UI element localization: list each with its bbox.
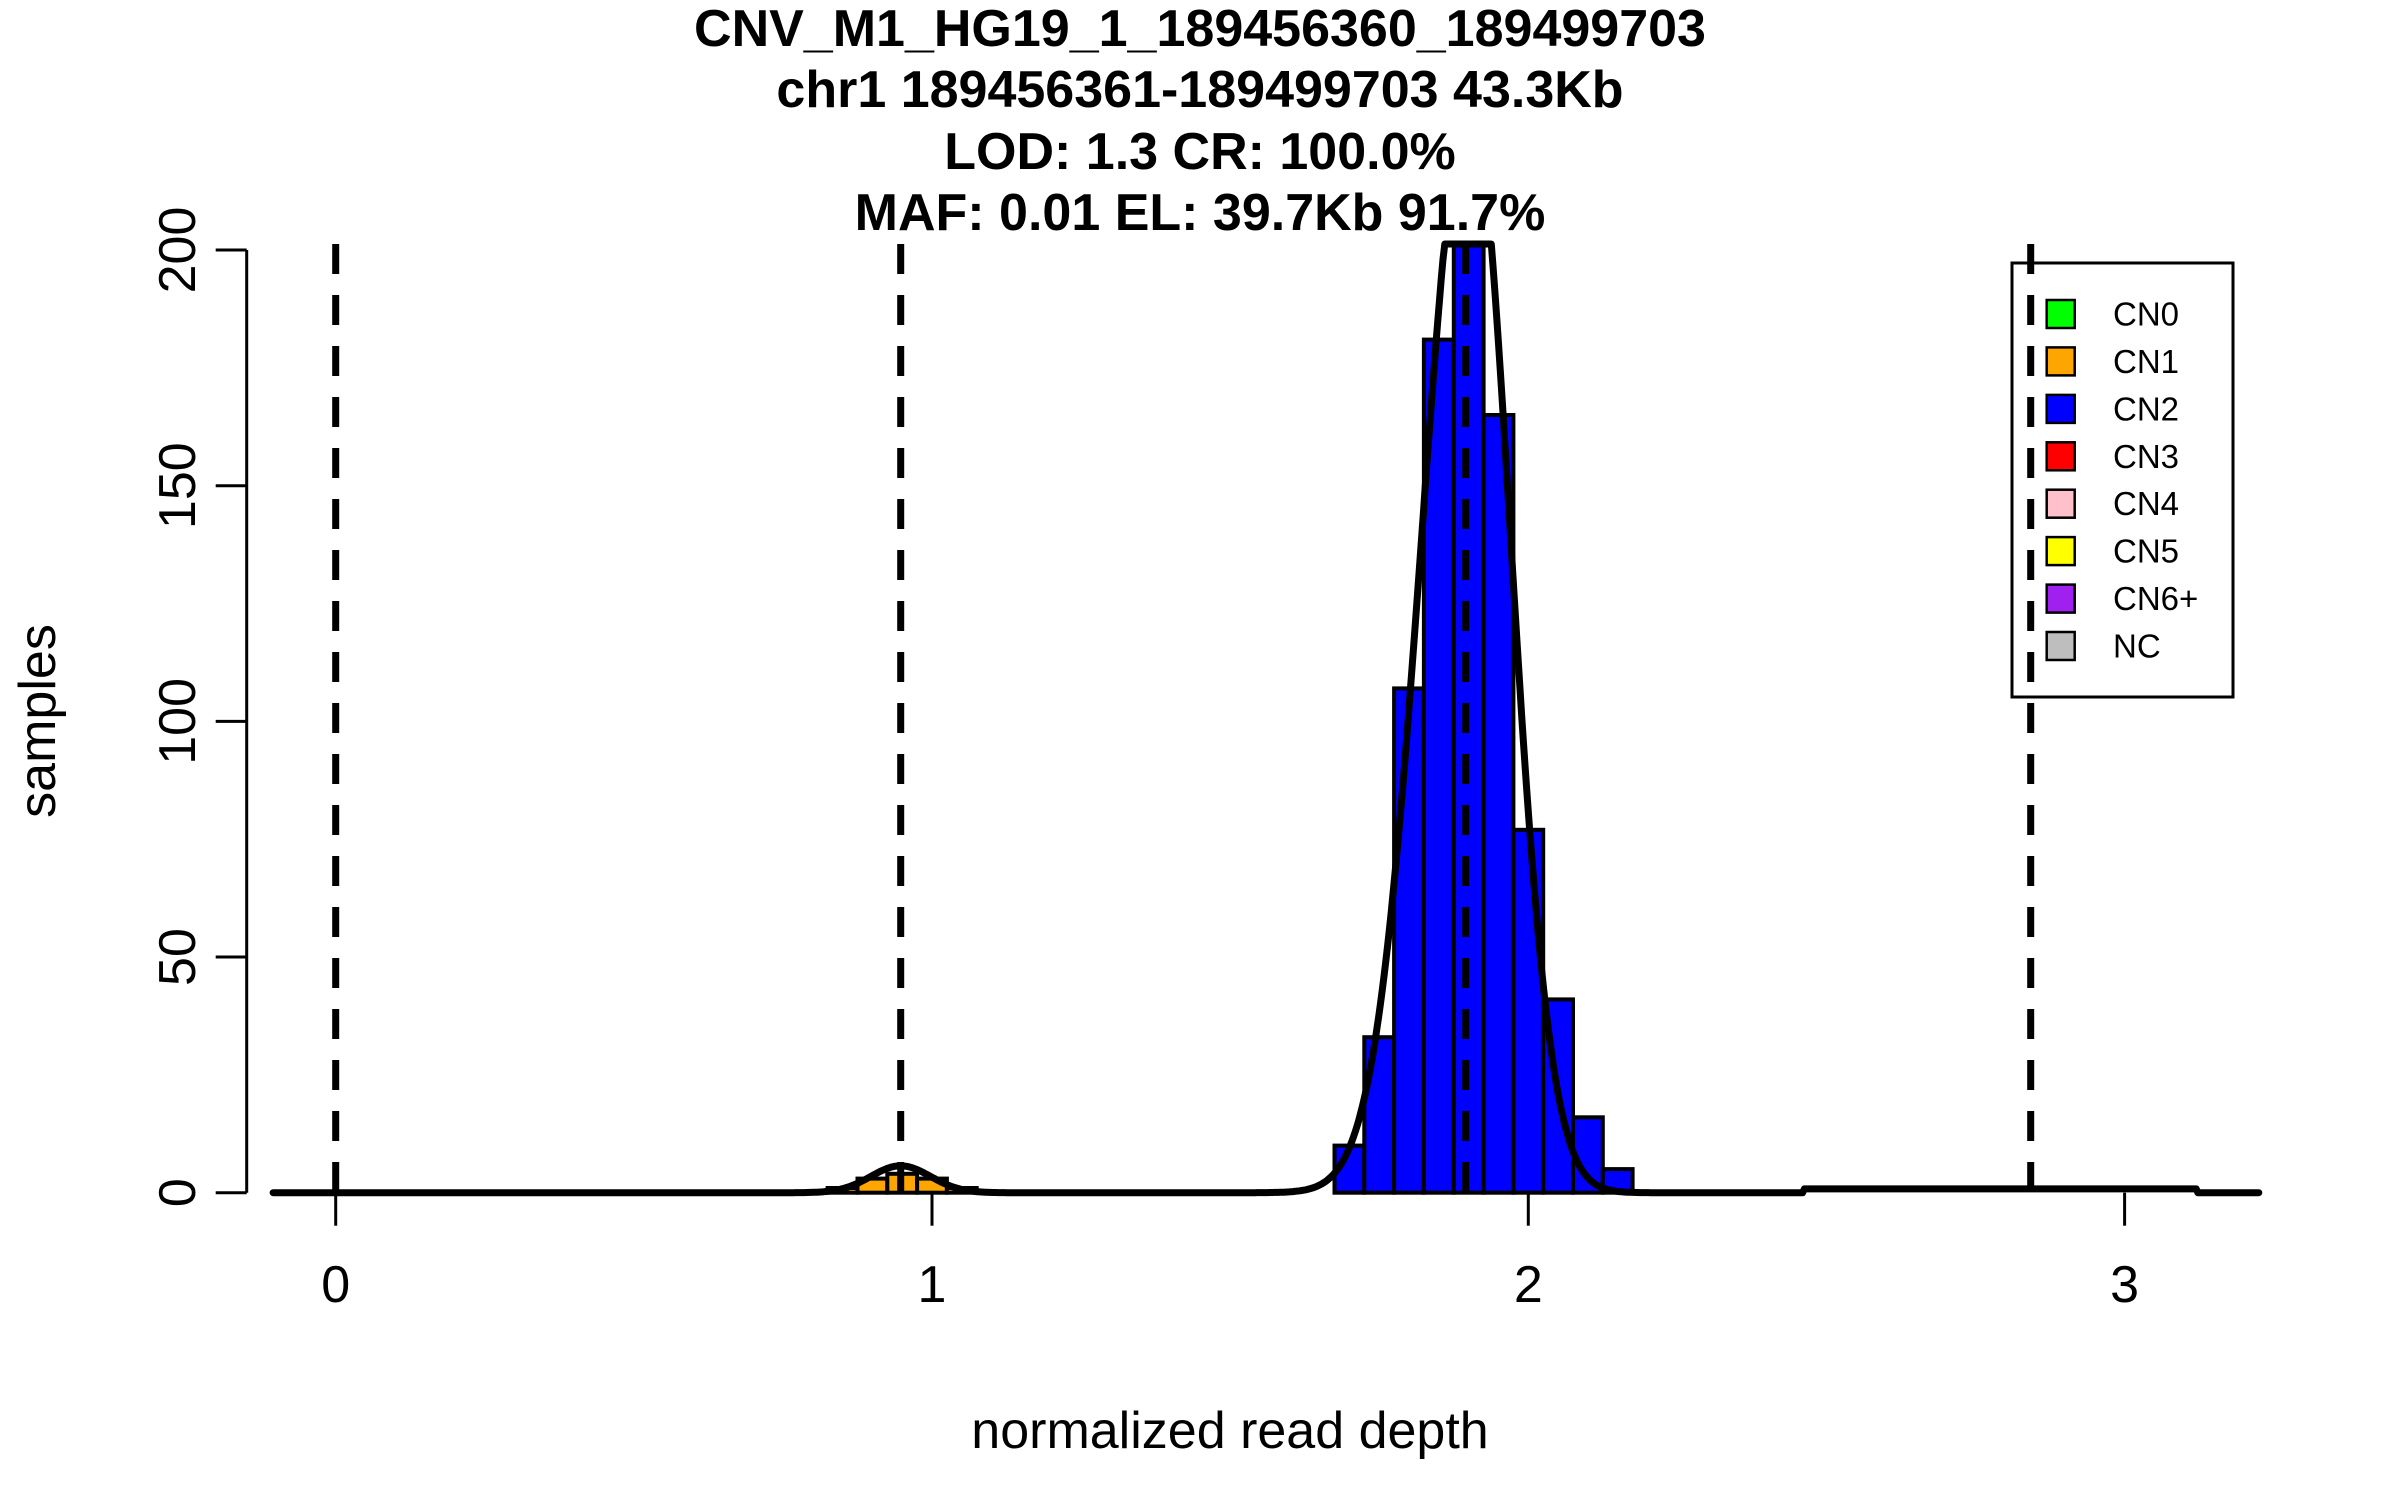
y-tick-label: 0 xyxy=(149,1178,207,1207)
plot-title-line-4: MAF: 0.01 EL: 39.7Kb 91.7% xyxy=(855,184,1546,242)
legend-swatch-cn2 xyxy=(2045,393,2076,425)
dashed-guides-layer xyxy=(332,244,2035,1193)
legend-label-cn3: CN3 xyxy=(2113,438,2179,475)
legend-label-cn6plus: CN6+ xyxy=(2113,580,2198,617)
plot-title-line-2: chr1 189456361-189499703 43.3Kb xyxy=(776,61,1623,119)
density-curve-layer xyxy=(269,240,2263,1197)
x-tick-label: 3 xyxy=(2110,1256,2139,1314)
legend-box xyxy=(2010,261,2235,699)
x-tick-label: 1 xyxy=(918,1256,947,1314)
legend-swatch-cn1 xyxy=(2045,346,2076,377)
y-tick-label: 50 xyxy=(149,928,207,986)
legend-label-nc: NC xyxy=(2113,628,2161,665)
legend-swatch-nc xyxy=(2045,630,2076,662)
density-curve xyxy=(269,240,2263,1197)
legend: CN0 CN1 CN2 CN3 CN4 CN5 CN6+ NC xyxy=(2010,261,2235,699)
axes-layer: 0 50 100 150 200 0 1 2 3 xyxy=(149,207,2139,1314)
x-axis-label: normalized read depth xyxy=(971,1402,1488,1460)
legend-label-cn0: CN0 xyxy=(2113,296,2179,333)
y-tick-label: 200 xyxy=(149,207,207,294)
legend-swatch-cn6plus xyxy=(2045,583,2076,614)
histogram-bar-CN2-cluster xyxy=(1392,686,1426,1195)
plot-title-line-1: CNV_M1_HG19_1_189456360_189499703 xyxy=(694,0,1706,58)
legend-swatch-cn5 xyxy=(2045,535,2076,567)
legend-swatch-cn3 xyxy=(2045,441,2076,472)
legend-label-cn2: CN2 xyxy=(2113,390,2179,427)
plot-title-line-3: LOD: 1.3 CR: 100.0% xyxy=(944,123,1456,181)
y-tick-label: 100 xyxy=(149,678,207,765)
histogram-bar-CN2-cluster xyxy=(1511,827,1546,1195)
histogram-bars-layer xyxy=(825,243,1635,1195)
histogram-bar-CN2-cluster xyxy=(1481,413,1516,1195)
x-tick-label: 0 xyxy=(321,1256,350,1314)
legend-label-cn5: CN5 xyxy=(2113,533,2179,570)
legend-label-cn4: CN4 xyxy=(2113,485,2179,522)
legend-swatch-cn0 xyxy=(2045,298,2076,330)
legend-label-cn1: CN1 xyxy=(2113,343,2179,380)
y-tick-label: 150 xyxy=(149,442,207,529)
y-axis-label: samples xyxy=(9,624,67,818)
legend-swatch-cn4 xyxy=(2045,488,2076,519)
x-tick-label: 2 xyxy=(1514,1256,1543,1314)
